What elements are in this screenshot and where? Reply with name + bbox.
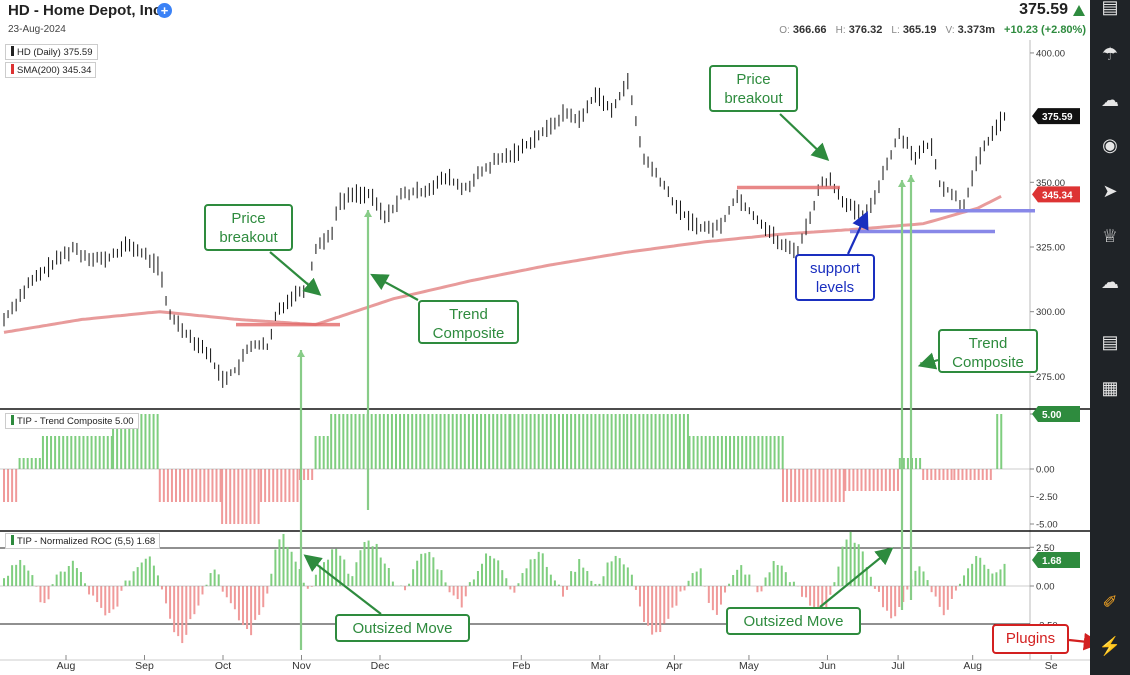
price-axis-tick-label: 325.00 [1036, 242, 1065, 253]
roc-axis-tick-label: 2.50 [1036, 543, 1055, 554]
legend-price: HD (Daily) 375.59 [5, 44, 98, 60]
chart-canvas: 400.00 350.00 325.00 300.00 275.00 5.00 0.00 -2… [0, 40, 1090, 675]
legend-sma: SMA(200) 345.34 [5, 62, 97, 78]
info-icon[interactable]: + [157, 3, 172, 18]
rocket-icon[interactable]: ➤ [1102, 181, 1118, 201]
annotation-support-levels: support levels [795, 254, 875, 301]
signal-marker-head [898, 180, 906, 187]
chart-icon[interactable]: ▤ [1101, 0, 1119, 17]
plug-icon[interactable]: ⚡ [1098, 636, 1122, 656]
price-axis-tick-label: 300.00 [1036, 307, 1065, 318]
trend-axis-tick-label: -2.50 [1036, 492, 1058, 503]
trend-axis-tick-label: 0.00 [1036, 465, 1055, 476]
x-axis-tick-label: Aug [57, 660, 76, 672]
ohlc-readout: O: 366.66 H: 376.32 L: 365.19 V: 3.373m … [779, 24, 1086, 36]
sma-last-tag-bg [1032, 186, 1080, 203]
price-axis-tick-label: 350.00 [1036, 178, 1065, 189]
arrow-price-breakout-1 [269, 251, 322, 296]
chart-header: HD - Home Depot, Inc. + 23-Aug-2024 375.… [0, 0, 1090, 40]
x-axis-tick-label: Feb [512, 660, 530, 672]
price-last-tag: 375.59 [1042, 112, 1073, 123]
roc-axis-tick-label: 0.00 [1036, 582, 1055, 593]
signal-marker-head [907, 175, 915, 182]
up-arrow-icon [1073, 5, 1085, 16]
x-axis-tick-label: Jun [819, 660, 836, 672]
paint-icon[interactable]: ✐ [1102, 592, 1118, 612]
legend-normalized-roc: TIP - Normalized ROC (5,5) 1.68 [5, 533, 161, 549]
volume-value: 3.373m [957, 24, 995, 36]
globe-icon[interactable]: ◉ [1102, 135, 1118, 155]
annotation-outsized-move-2: Outsized Move [726, 607, 861, 635]
arrow-support-levels [847, 211, 869, 255]
roc-last-tag-bg [1032, 551, 1080, 568]
x-axis-tick-label: Oct [215, 660, 231, 672]
grid-icon[interactable]: ▦ [1101, 378, 1119, 398]
annotation-price-breakout-1: Price breakout [204, 204, 293, 251]
annotation-outsized-move-1: Outsized Move [335, 614, 470, 642]
trend-last-tag-bg [1032, 406, 1080, 422]
x-axis-tick-label: Se [1045, 660, 1058, 672]
annotation-trend-composite-1: Trend Composite [418, 300, 519, 344]
x-axis-tick-label: Apr [666, 660, 683, 672]
high-value: 376.32 [848, 24, 883, 36]
trend-axis-tick-label: -5.00 [1036, 520, 1058, 531]
trophy-icon[interactable]: ♕ [1101, 226, 1119, 246]
low-value: 365.19 [902, 24, 937, 36]
x-axis-tick-label: Aug [963, 660, 982, 672]
price-axis-tick-label: 275.00 [1036, 372, 1065, 383]
umbrella-icon[interactable]: ☂ [1101, 44, 1119, 64]
trend-last-tag: 5.00 [1042, 410, 1062, 421]
sidebar: ▤ ☂ ☁ ◉ ➤ ♕ ☁ ▤ ▦ ✐ ⚡ [1090, 0, 1130, 675]
arrow-outsized-move-2 [819, 547, 894, 608]
arrow-trend-composite-1 [370, 273, 419, 301]
sma-last-tag: 345.34 [1042, 190, 1073, 201]
last-price: 375.59 [1019, 1, 1068, 18]
plot-background [0, 40, 1090, 675]
change-value: +10.23 (+2.80%) [1004, 24, 1086, 36]
arrow-price-breakout-2 [779, 113, 830, 162]
arrow-outsized-move-1 [303, 554, 382, 615]
x-axis-tick-label: Sep [135, 660, 154, 672]
x-axis-tick-label: Nov [292, 660, 311, 672]
signal-marker-head [297, 350, 305, 357]
arrow-plugins [1068, 632, 1090, 651]
annotation-trend-composite-2: Trend Composite [938, 329, 1038, 373]
roc-last-tag: 1.68 [1042, 556, 1062, 567]
open-value: 366.66 [792, 24, 827, 36]
chart-date: 23-Aug-2024 [8, 24, 66, 35]
cloud-icon[interactable]: ☁ [1101, 272, 1119, 292]
price-last-tag-bg [1032, 108, 1080, 125]
x-axis-tick-label: Mar [591, 660, 610, 672]
price-axis-tick-label: 400.00 [1036, 48, 1065, 59]
x-axis-tick-label: May [739, 660, 760, 672]
arrow-trend-composite-2 [917, 352, 939, 370]
x-axis-tick-label: Dec [371, 660, 390, 672]
umbrella-icon[interactable]: ☁ [1101, 90, 1119, 110]
annotation-price-breakout-2: Price breakout [709, 65, 798, 112]
document-dollar-icon[interactable]: ▤ [1101, 332, 1119, 352]
x-axis-tick-label: Jul [891, 660, 904, 672]
symbol-title: HD - Home Depot, Inc. [8, 2, 166, 19]
legend-trend-composite: TIP - Trend Composite 5.00 [5, 413, 139, 429]
annotation-plugins: Plugins [992, 624, 1069, 654]
signal-marker-head [364, 210, 372, 217]
